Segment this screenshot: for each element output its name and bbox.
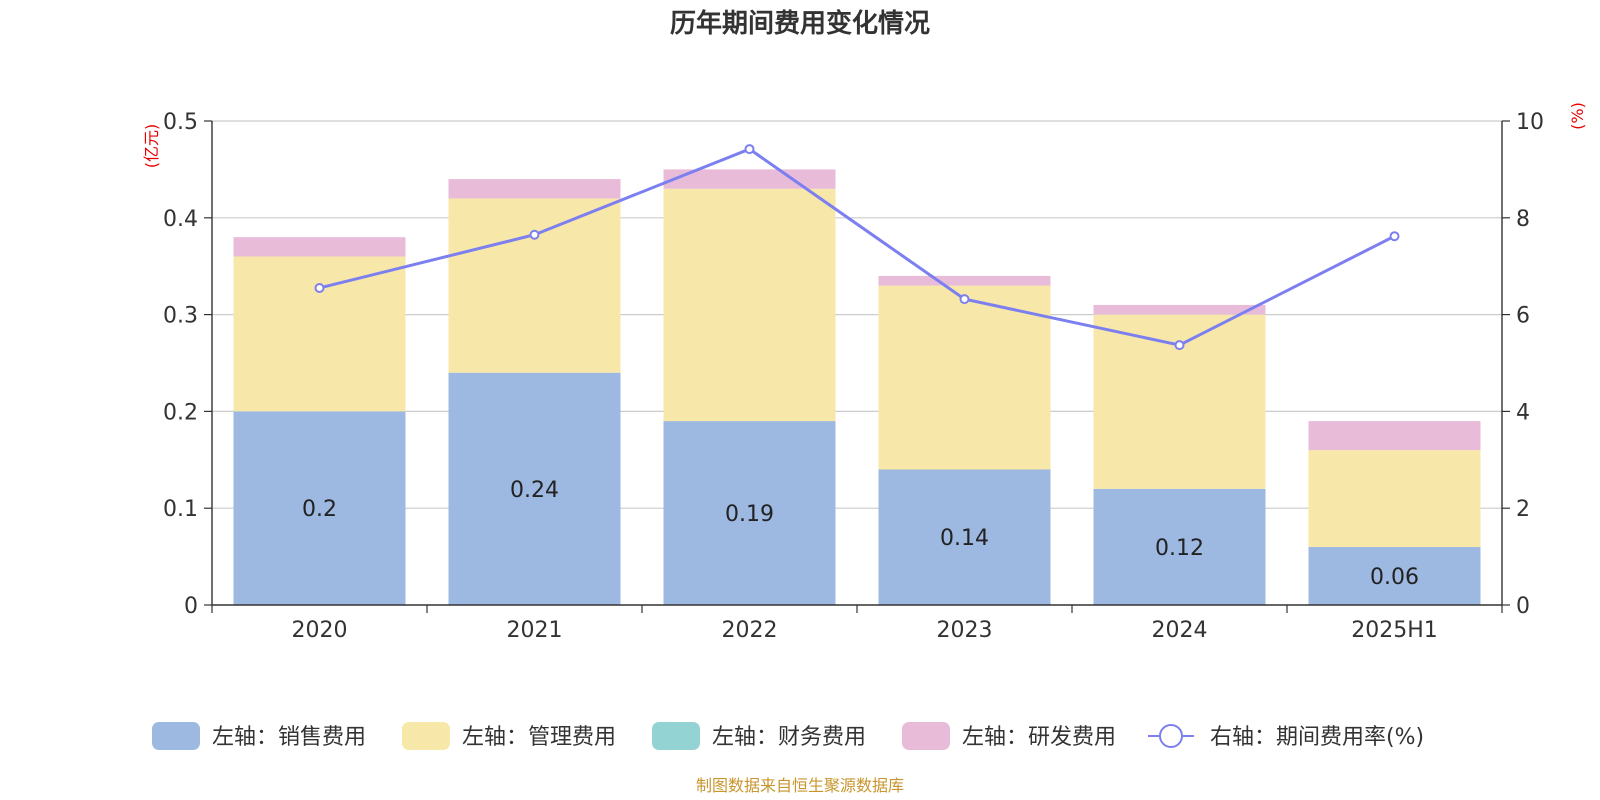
bar-segment bbox=[878, 285, 1051, 470]
axes: 0 0.1 0.2 0.3 0.4 0.5 0 2 4 6 8 10 2020 2021 2022 2023 2… bbox=[163, 110, 1544, 643]
bar-data-label: 0.2 bbox=[302, 497, 337, 522]
right-axis-tick-label: 10 bbox=[1516, 110, 1544, 135]
right-axis-unit: (%) bbox=[1568, 102, 1587, 130]
left-axis-unit: (亿元) bbox=[142, 124, 161, 169]
bar-layer bbox=[233, 169, 1481, 605]
legend-swatch bbox=[402, 722, 450, 750]
x-axis-tick-label: 2023 bbox=[937, 618, 993, 643]
legend-label: 左轴：财务费用 bbox=[712, 725, 866, 750]
bar-segment bbox=[448, 372, 621, 605]
left-axis-tick-label: 0.1 bbox=[163, 497, 198, 522]
bar-labels: 0.2 0.24 0.19 0.14 0.12 0.06 bbox=[302, 478, 1419, 590]
rate-point bbox=[1174, 340, 1185, 351]
rate-line bbox=[319, 147, 1396, 347]
bar-segment bbox=[233, 237, 406, 257]
bar-segment bbox=[878, 275, 1051, 286]
bar-data-label: 0.12 bbox=[1155, 536, 1204, 561]
bar-segment bbox=[1093, 304, 1266, 315]
bar-segment bbox=[663, 169, 836, 189]
left-axis-tick-label: 0.2 bbox=[163, 400, 198, 425]
legend-label: 左轴：管理费用 bbox=[462, 725, 616, 750]
source-note: 制图数据来自恒生聚源数据库 bbox=[696, 776, 904, 795]
rate-point bbox=[1389, 231, 1400, 242]
left-axis-tick-label: 0.5 bbox=[163, 110, 198, 135]
bar-segment bbox=[663, 188, 836, 422]
chart-title: 历年期间费用变化情况 bbox=[670, 8, 930, 39]
right-axis-tick-label: 0 bbox=[1516, 594, 1530, 619]
x-axis-tick-label: 2021 bbox=[507, 618, 563, 643]
legend-label: 左轴：研发费用 bbox=[962, 725, 1116, 750]
bar-data-label: 0.19 bbox=[725, 502, 774, 527]
rate-point bbox=[959, 294, 970, 305]
x-axis-tick-label: 2025H1 bbox=[1351, 618, 1438, 643]
left-axis-tick-label: 0 bbox=[184, 594, 198, 619]
bar-segment bbox=[233, 411, 406, 605]
x-axis-tick-label: 2024 bbox=[1152, 618, 1208, 643]
right-axis-tick-label: 8 bbox=[1516, 207, 1530, 232]
legend-marker bbox=[1159, 724, 1183, 748]
legend-swatch bbox=[152, 722, 200, 750]
rate-point bbox=[744, 144, 755, 155]
bar-data-label: 0.14 bbox=[940, 526, 989, 551]
legend-label: 左轴：销售费用 bbox=[212, 725, 366, 750]
gridlines bbox=[212, 120, 1502, 509]
right-axis-tick-label: 4 bbox=[1516, 400, 1530, 425]
legend-label: 右轴：期间费用率(%) bbox=[1210, 725, 1424, 750]
legend: 左轴：销售费用 左轴：管理费用 左轴：财务费用 左轴：研发费用 右轴：期间费用率(%) bbox=[152, 722, 1424, 750]
rate-point bbox=[314, 282, 325, 293]
right-axis-tick-label: 6 bbox=[1516, 304, 1530, 329]
x-axis-tick-label: 2022 bbox=[722, 618, 778, 643]
left-axis-tick-label: 0.4 bbox=[163, 207, 198, 232]
bar-segment bbox=[1308, 450, 1481, 547]
bar-segment bbox=[663, 421, 836, 605]
right-axis-tick-label: 2 bbox=[1516, 497, 1530, 522]
line-layer bbox=[314, 144, 1400, 351]
bar-segment bbox=[448, 198, 621, 373]
legend-swatch bbox=[652, 722, 700, 750]
bar-segment bbox=[1308, 421, 1481, 451]
x-axis-tick-label: 2020 bbox=[292, 618, 348, 643]
legend-swatch bbox=[902, 722, 950, 750]
bar-segment bbox=[1093, 488, 1266, 605]
bar-segment bbox=[878, 469, 1051, 605]
bar-segment bbox=[233, 256, 406, 412]
bar-segment bbox=[448, 179, 621, 199]
bar-data-label: 0.06 bbox=[1370, 565, 1419, 590]
bar-segment bbox=[1308, 546, 1481, 605]
left-axis-tick-label: 0.3 bbox=[163, 304, 198, 329]
rate-point bbox=[529, 229, 540, 240]
bar-data-label: 0.24 bbox=[510, 478, 559, 503]
